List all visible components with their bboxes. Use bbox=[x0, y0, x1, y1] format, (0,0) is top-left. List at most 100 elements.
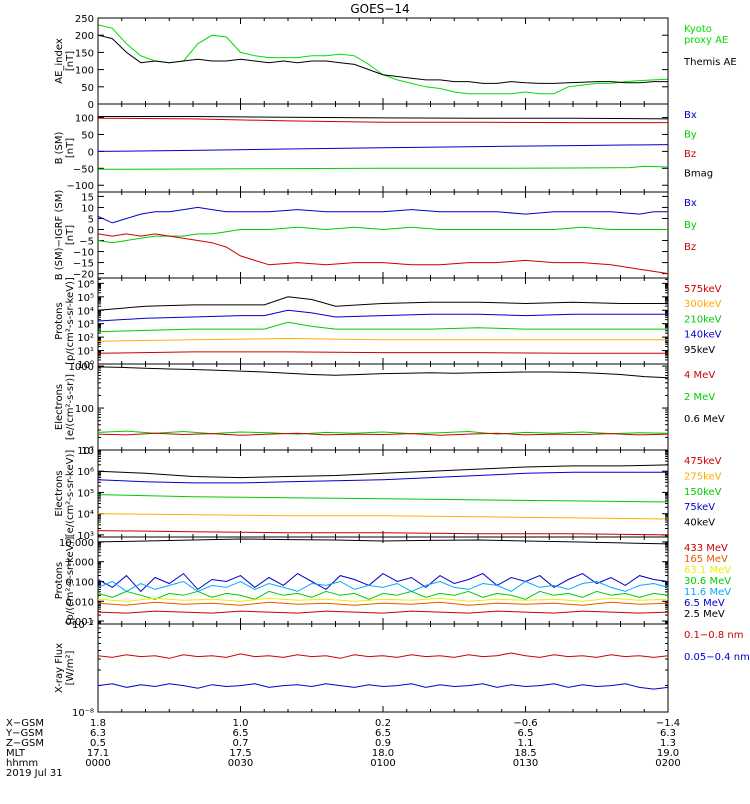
x-tick-label: 1.0 bbox=[233, 718, 249, 729]
y-tick-label: 15 bbox=[81, 192, 94, 203]
y-tick-label: 150 bbox=[75, 48, 94, 59]
y-tick-label: −50 bbox=[73, 164, 94, 175]
y-tick-label: 10⁻⁸ bbox=[72, 708, 94, 719]
x-row-label: Y−GSM bbox=[5, 728, 43, 739]
x-row-label: Z−GSM bbox=[6, 738, 44, 749]
x-tick-label: 1.3 bbox=[660, 738, 676, 749]
x-tick-label: 6.3 bbox=[90, 728, 106, 739]
x-tick-label: 1.1 bbox=[518, 738, 534, 749]
panel-frame-bigrf bbox=[97, 191, 669, 279]
x-tick-label: −0.6 bbox=[513, 718, 537, 729]
y-tick-label: −15 bbox=[73, 259, 94, 270]
panel-frame-electrons-mev bbox=[97, 363, 669, 451]
x-tick-label: 0.2 bbox=[375, 718, 391, 729]
panel-frame-protons-kev bbox=[97, 277, 669, 365]
x-tick-label: 17.1 bbox=[87, 748, 109, 759]
series-line bbox=[97, 471, 668, 484]
legend-label: Kyoto bbox=[684, 24, 712, 35]
legend-label: 4 MeV bbox=[684, 370, 715, 381]
series-line bbox=[97, 226, 668, 244]
y-tick-label: 1000 bbox=[69, 362, 94, 373]
y-tick-label: 0 bbox=[88, 100, 94, 111]
y-tick-label: 10¹ bbox=[77, 347, 94, 358]
legend-label: By bbox=[684, 220, 697, 231]
series-line bbox=[97, 494, 669, 503]
legend-label: 433 MeV bbox=[684, 543, 728, 554]
y-tick-label: 50 bbox=[81, 83, 94, 94]
legend-label: proxy AE bbox=[684, 35, 728, 46]
legend-label: 95keV bbox=[684, 345, 715, 356]
x-tick-label: 0200 bbox=[655, 758, 680, 769]
y-tick-label: 10⁴ bbox=[77, 306, 94, 317]
legend-label: 0.05−0.4 nm bbox=[684, 652, 750, 663]
series-line bbox=[97, 206, 668, 224]
y-tick-label: 10⁵ bbox=[77, 488, 94, 499]
panel-frame-xray bbox=[97, 623, 669, 713]
y-tick-label: −20 bbox=[73, 270, 94, 281]
series-line bbox=[97, 337, 668, 342]
series-line bbox=[97, 144, 669, 152]
series-line bbox=[97, 321, 668, 333]
series-line bbox=[97, 351, 668, 354]
y-tick-label: 100 bbox=[75, 66, 94, 77]
legend-label: 0.6 MeV bbox=[684, 414, 725, 425]
x-row-label: MLT bbox=[6, 748, 26, 759]
y-axis-label: AE_index[nT] bbox=[54, 38, 76, 84]
legend-label: 40keV bbox=[684, 518, 715, 529]
y-tick-label: 10⁰ bbox=[77, 360, 94, 371]
series-line bbox=[97, 165, 669, 170]
x-tick-label: 0.9 bbox=[375, 738, 391, 749]
series-line bbox=[97, 572, 669, 593]
y-tick-label: 0.100 bbox=[65, 577, 94, 588]
legend-label: 2.5 MeV bbox=[684, 609, 725, 620]
series-line bbox=[98, 116, 669, 120]
y-tick-label: 250 bbox=[75, 14, 94, 25]
series-line bbox=[97, 366, 669, 379]
x-tick-label: 0000 bbox=[85, 758, 110, 769]
series-line bbox=[97, 233, 669, 275]
y-axis-label: Protons[p/(cm²-s-sr-keV)] bbox=[54, 277, 76, 365]
y-axis-label: B (SM)[nT] bbox=[54, 131, 76, 164]
series-line bbox=[97, 530, 669, 536]
legend-label: 2 MeV bbox=[684, 392, 715, 403]
y-tick-label: 0 bbox=[88, 147, 94, 158]
legend-label: 300keV bbox=[684, 299, 722, 310]
y-tick-label: −100 bbox=[67, 181, 94, 192]
y-tick-label: 0.010 bbox=[65, 597, 94, 608]
series-line bbox=[97, 610, 669, 614]
y-tick-label: 10 bbox=[81, 203, 94, 214]
series-line bbox=[97, 601, 669, 606]
x-tick-label: 6.5 bbox=[518, 728, 534, 739]
y-tick-label: 1.000 bbox=[65, 558, 94, 569]
y-tick-label: 50 bbox=[81, 130, 94, 141]
series-line bbox=[97, 432, 669, 436]
y-tick-label: 10⁵ bbox=[77, 293, 94, 304]
legend-label: 11.6 MeV bbox=[684, 587, 731, 598]
y-tick-label: −10 bbox=[73, 248, 94, 259]
legend-label: 150keV bbox=[684, 487, 722, 498]
series-line bbox=[98, 24, 668, 95]
y-tick-label: 10 bbox=[81, 446, 94, 457]
y-tick-label: 100 bbox=[75, 404, 94, 415]
legend-label: 75keV bbox=[684, 502, 715, 513]
legend-label: 475keV bbox=[684, 456, 722, 467]
x-tick-label: 0100 bbox=[370, 758, 395, 769]
series-line bbox=[97, 580, 669, 592]
y-tick-label: 10⁶ bbox=[77, 279, 94, 290]
legend-label: Bx bbox=[684, 198, 697, 209]
series-line bbox=[97, 34, 668, 84]
series-line bbox=[97, 464, 669, 479]
legend-label: 275keV bbox=[684, 471, 722, 482]
series-line bbox=[97, 597, 669, 602]
x-tick-label: 0130 bbox=[513, 758, 538, 769]
x-row-label: hhmm bbox=[6, 758, 38, 769]
y-tick-label: 10⁶ bbox=[77, 467, 94, 478]
y-axis-label: Protons[p/(cm²-s-sr-keV)] bbox=[54, 537, 76, 625]
legend-label: 0.1−0.8 nm bbox=[684, 630, 743, 641]
legend-label: Themis AE bbox=[683, 57, 737, 68]
y-axis-label: B (SM)−IGRF (SM)[nT] bbox=[54, 190, 76, 281]
x-tick-label: 6.5 bbox=[375, 728, 391, 739]
legend-label: Bz bbox=[684, 242, 696, 253]
